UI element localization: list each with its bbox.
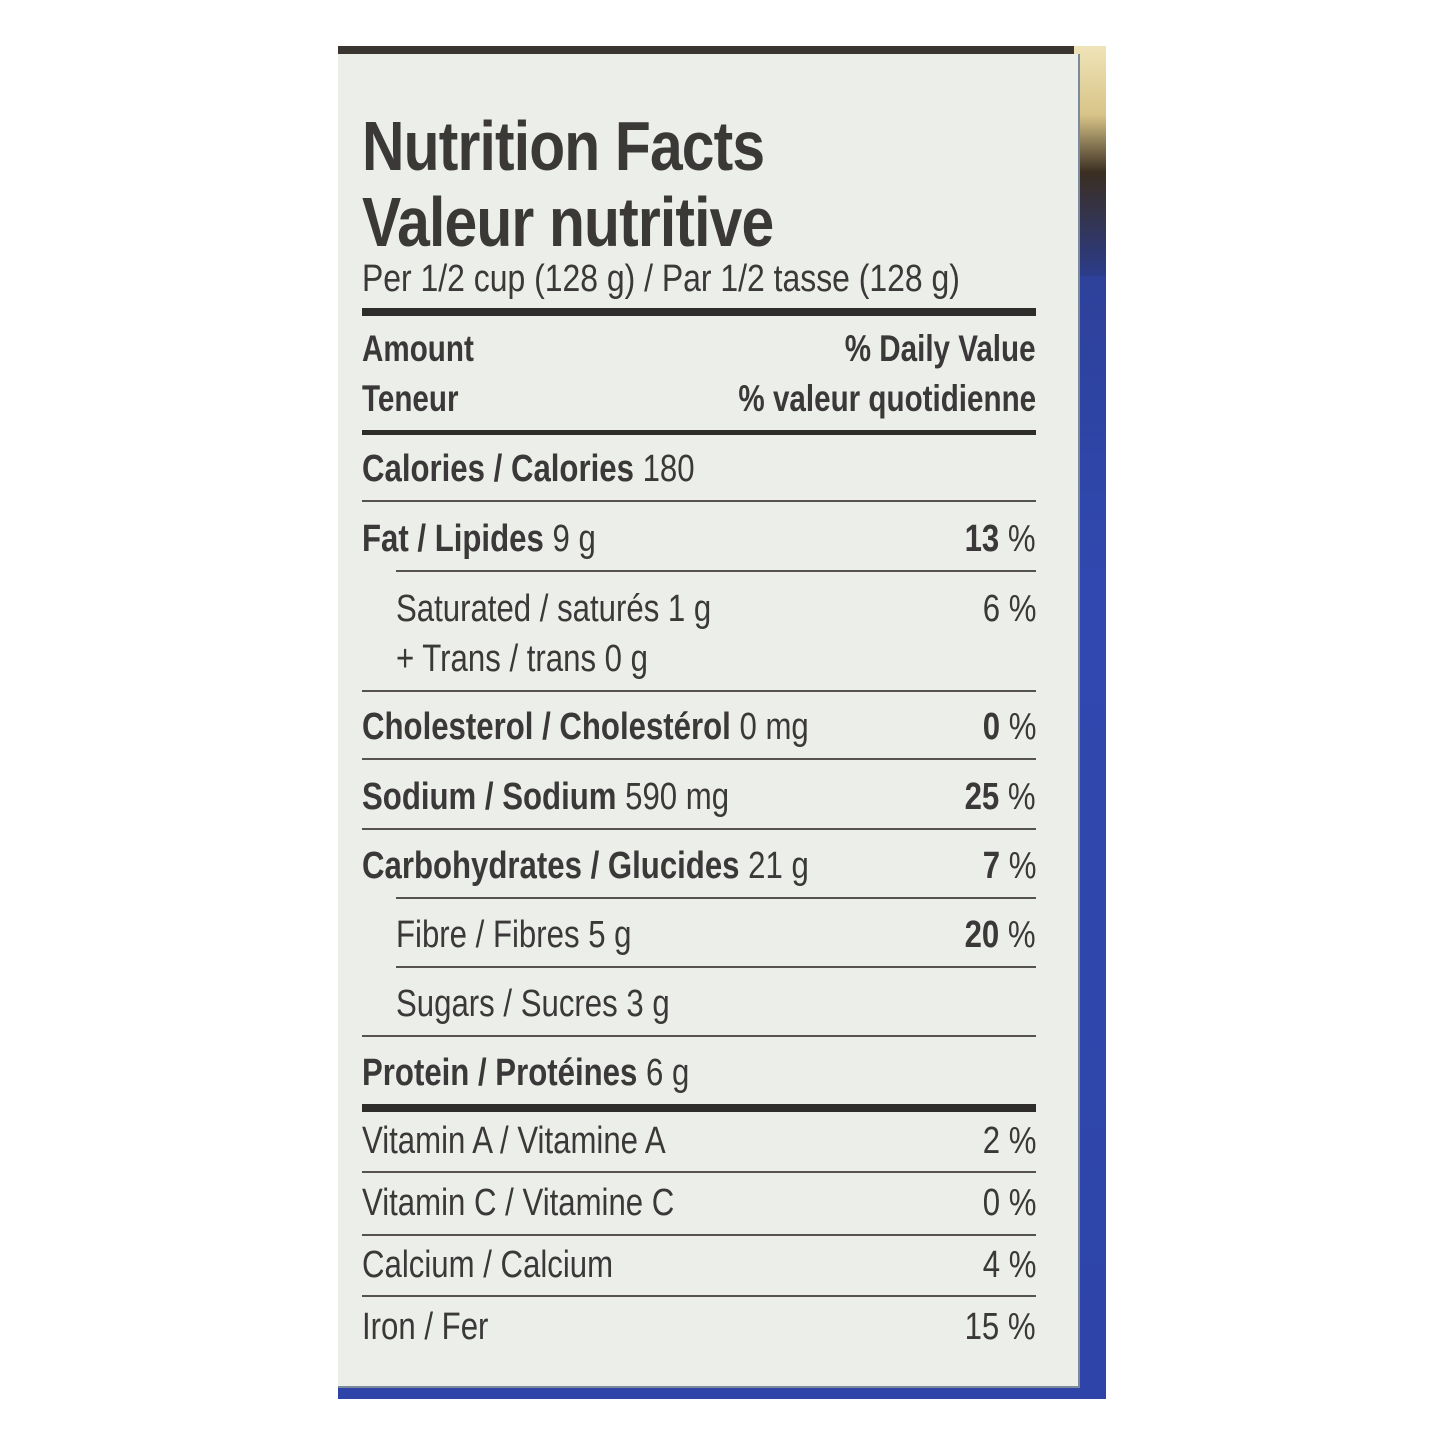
divider — [362, 1295, 1036, 1297]
cholesterol-daily-value: 0 % — [982, 706, 1036, 748]
fat-label: Fat / Lipides — [362, 518, 544, 560]
sodium-label: Sodium / Sodium — [362, 776, 617, 818]
product-photo: Nutrition Facts Valeur nutritive Per 1/2… — [338, 46, 1106, 1399]
amount-header-en: Amount — [362, 328, 474, 369]
fat-row: Fat / Lipides 9 g — [362, 518, 596, 561]
serving-size: Per 1/2 cup (128 g) / Par 1/2 tasse (128… — [362, 258, 960, 300]
trans-fat: + Trans / trans 0 g — [396, 638, 649, 680]
carbohydrates-daily-value: 7 % — [982, 845, 1036, 887]
sodium-amount: 590 mg — [625, 776, 730, 818]
iron: Iron / Fer — [362, 1306, 489, 1348]
divider — [362, 828, 1036, 830]
vitamin-c: Vitamin C / Vitamine C — [362, 1182, 675, 1224]
divider — [362, 500, 1036, 502]
carbohydrates-label: Carbohydrates / Glucides — [362, 845, 740, 887]
calcium: Calcium / Calcium — [362, 1244, 614, 1286]
iron-daily-value: 15 % — [964, 1306, 1036, 1348]
divider — [362, 1234, 1036, 1236]
divider — [362, 758, 1036, 760]
divider — [396, 897, 1036, 899]
protein-label: Protein / Protéines — [362, 1052, 638, 1094]
calcium-daily-value: 4 % — [982, 1244, 1036, 1286]
divider — [396, 570, 1036, 572]
saturated-fat-daily-value: 6 % — [982, 588, 1036, 630]
divider — [362, 1171, 1036, 1173]
divider — [362, 690, 1036, 692]
rule-header-bottom — [362, 430, 1036, 435]
calories-label: Calories / Calories — [362, 448, 634, 490]
divider — [396, 966, 1036, 968]
fat-amount: 9 g — [552, 518, 596, 560]
cholesterol-label: Cholesterol / Cholestérol — [362, 706, 731, 748]
fibre-row: Fibre / Fibres 5 g — [396, 914, 632, 956]
sugars-row: Sugars / Sucres 3 g — [396, 983, 670, 1025]
amount-header-fr: Teneur — [362, 378, 459, 419]
divider — [362, 1035, 1036, 1037]
rule-thick-top — [362, 308, 1036, 316]
vitamin-a: Vitamin A / Vitamine A — [362, 1120, 666, 1162]
nutrition-facts-panel: Nutrition Facts Valeur nutritive Per 1/2… — [338, 54, 1080, 1388]
fibre-daily-value: 20 % — [964, 914, 1036, 956]
daily-value-header-fr: % valeur quotidienne — [738, 378, 1036, 419]
vitamin-c-daily-value: 0 % — [982, 1182, 1036, 1224]
cholesterol-row: Cholesterol / Cholestérol 0 mg — [362, 706, 809, 749]
calories-value: 180 — [642, 448, 695, 490]
saturated-fat: Saturated / saturés 1 g — [396, 588, 712, 630]
protein-amount: 6 g — [645, 1052, 690, 1094]
cholesterol-amount: 0 mg — [739, 706, 809, 748]
vitamin-a-daily-value: 2 % — [982, 1120, 1036, 1162]
title-english: Nutrition Facts — [362, 107, 765, 185]
title-french: Valeur nutritive — [362, 183, 774, 261]
rule-thick-vitamins — [362, 1104, 1036, 1112]
carbohydrates-row: Carbohydrates / Glucides 21 g — [362, 845, 809, 888]
fat-daily-value: 13 % — [964, 518, 1036, 560]
sodium-row: Sodium / Sodium 590 mg — [362, 776, 729, 819]
carbohydrates-amount: 21 g — [748, 845, 809, 887]
daily-value-header-en: % Daily Value — [845, 328, 1036, 369]
package-top-edge — [338, 46, 1106, 54]
protein-row: Protein / Protéines 6 g — [362, 1052, 689, 1095]
calories-row: Calories / Calories 180 — [362, 448, 695, 491]
sodium-daily-value: 25 % — [964, 776, 1036, 818]
